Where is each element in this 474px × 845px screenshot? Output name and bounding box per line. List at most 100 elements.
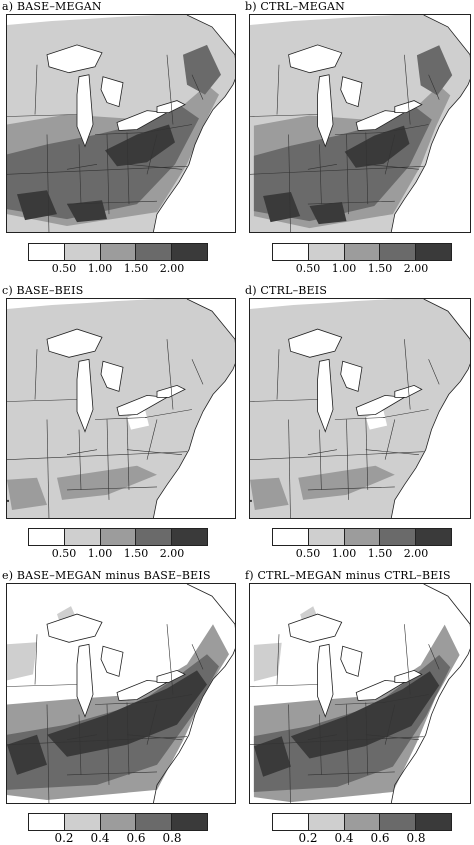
colorbar-swatch-2 — [308, 814, 345, 830]
panel-d-map-image — [250, 299, 470, 518]
panel-c-colorbar — [28, 528, 208, 546]
lake-3 — [100, 645, 124, 677]
state-border-7 — [319, 429, 322, 490]
panel-f-tick-2: 0.4 — [334, 831, 354, 845]
state-border-11 — [166, 624, 174, 695]
state-border-9 — [365, 132, 369, 205]
colorbar-swatch-4 — [136, 814, 173, 830]
lake-2 — [317, 74, 334, 148]
state-border-9 — [365, 702, 369, 775]
state-border-6 — [46, 419, 50, 518]
state-border-15 — [307, 734, 337, 740]
emission-patch-2 — [250, 477, 289, 510]
colorbar-swatch-1 — [29, 529, 65, 545]
state-border-4 — [7, 451, 188, 460]
colorbar-swatch-3 — [344, 244, 381, 260]
state-border-15 — [307, 164, 337, 170]
state-border-9 — [365, 417, 369, 490]
lake-5 — [394, 384, 423, 398]
panel-e-tick-4: 0.8 — [162, 831, 182, 845]
state-border-6 — [46, 704, 50, 803]
panel-d-tick-2: 1.00 — [331, 547, 357, 560]
state-border-7 — [319, 144, 322, 205]
state-border-10 — [384, 704, 396, 745]
panel-a-tick-2: 1.00 — [87, 262, 113, 275]
panel-a-map-image — [7, 15, 235, 232]
state-border-4 — [250, 166, 424, 175]
state-border-12 — [428, 359, 440, 385]
lake-1 — [288, 613, 343, 643]
state-border-8 — [106, 419, 110, 500]
coastline — [390, 299, 470, 518]
colorbar-swatch-5 — [172, 529, 207, 545]
lake-3 — [340, 76, 363, 108]
lake-1 — [288, 44, 343, 74]
panel-e-title: e) BASE–MEGAN minus BASE–BEIS — [2, 569, 211, 582]
panel-f-title: f) CTRL–MEGAN minus CTRL–BEIS — [245, 569, 451, 582]
panel-b-tick-1: 0.50 — [295, 262, 321, 275]
state-border-5 — [66, 486, 158, 491]
panel-d-map — [249, 298, 471, 519]
panel-e-map-image — [7, 584, 235, 803]
panel-d-colorbar — [272, 528, 452, 546]
lake-4 — [116, 394, 169, 416]
panel-b-tick-3: 1.50 — [367, 262, 393, 275]
colorbar-swatch-3 — [344, 529, 381, 545]
state-border-3 — [144, 124, 193, 133]
emission-patch-1 — [250, 499, 252, 502]
state-border-14 — [126, 449, 183, 455]
state-border-6 — [288, 704, 291, 803]
state-border-13 — [34, 349, 38, 400]
state-border-13 — [34, 634, 38, 685]
emission-patch-4 — [263, 192, 301, 223]
lake-5 — [394, 100, 423, 113]
colorbar-swatch-4 — [136, 244, 173, 260]
panel-f-colorbar — [272, 813, 452, 831]
panel-f-tick-4: 0.8 — [406, 831, 426, 845]
state-border-6 — [288, 419, 291, 518]
lake-2 — [317, 358, 334, 433]
panel-b-tick-2: 1.00 — [331, 262, 357, 275]
colorbar-swatch-5 — [416, 529, 451, 545]
state-border-8 — [106, 704, 110, 785]
colorbar-swatch-1 — [273, 244, 309, 260]
panel-d-tick-3: 1.50 — [367, 547, 393, 560]
emission-patch-4 — [17, 190, 57, 221]
state-border-1 — [250, 114, 318, 117]
lake-1 — [46, 44, 103, 74]
state-border-5 — [66, 771, 158, 776]
state-border-7 — [78, 144, 82, 205]
state-border-4 — [250, 736, 424, 745]
state-border-12 — [191, 359, 204, 385]
panel-c-tick-1: 0.50 — [51, 547, 77, 560]
state-border-1 — [7, 399, 78, 402]
lake-1 — [46, 613, 103, 643]
panel-e-tick-1: 0.2 — [54, 831, 74, 845]
state-border-15 — [66, 164, 98, 170]
panel-f-map — [249, 583, 471, 804]
state-border-14 — [365, 449, 419, 455]
state-border-8 — [106, 134, 110, 215]
state-border-8 — [346, 704, 349, 785]
state-border-2 — [334, 132, 386, 135]
colorbar-swatch-5 — [172, 244, 207, 260]
colorbar-swatch-4 — [380, 529, 417, 545]
state-border-2 — [94, 702, 148, 705]
lake-3 — [340, 360, 363, 392]
panel-f-map-image — [250, 584, 470, 803]
colorbar-swatch-4 — [380, 244, 417, 260]
state-border-12 — [191, 644, 204, 670]
emission-patch-3 — [344, 125, 410, 168]
panel-f-tick-1: 0.2 — [298, 831, 318, 845]
lake-1 — [288, 328, 343, 358]
state-border-15 — [307, 449, 337, 455]
emission-patch-3 — [298, 465, 395, 500]
lake-3 — [100, 76, 124, 108]
state-border-8 — [346, 134, 349, 215]
colorbar-swatch-5 — [416, 814, 451, 830]
lake-5 — [156, 669, 186, 683]
panel-b-colorbar — [272, 243, 452, 261]
coastline — [390, 584, 470, 803]
state-border-3 — [144, 409, 193, 418]
colorbar-swatch-4 — [136, 529, 173, 545]
